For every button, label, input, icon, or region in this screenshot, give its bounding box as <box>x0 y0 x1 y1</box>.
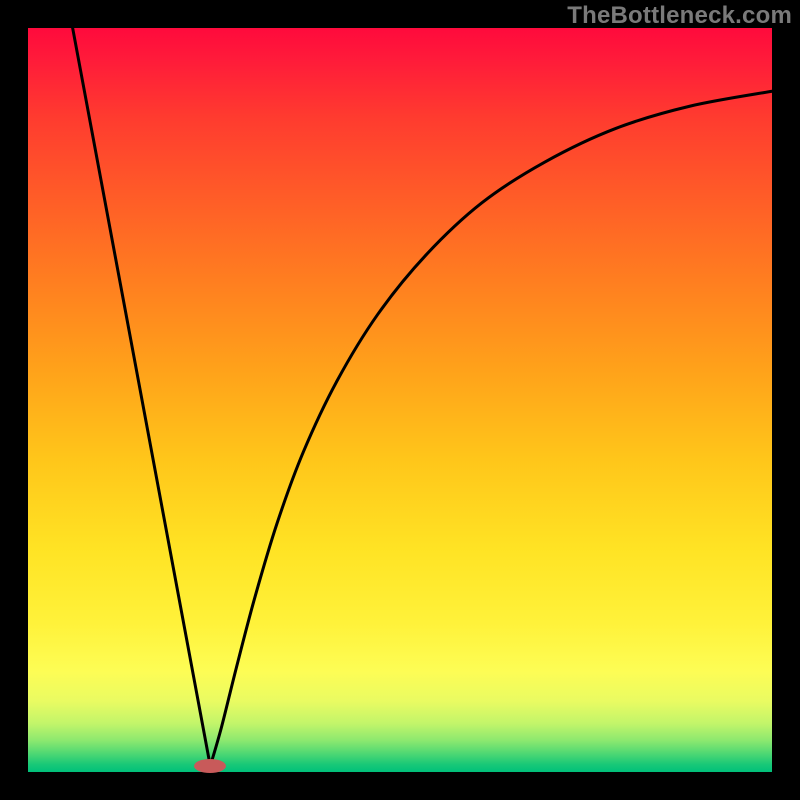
optimum-marker <box>194 759 226 773</box>
watermark-text: TheBottleneck.com <box>567 2 792 30</box>
chart-frame: TheBottleneck.com <box>0 0 800 800</box>
plot-gradient-background <box>28 28 772 772</box>
